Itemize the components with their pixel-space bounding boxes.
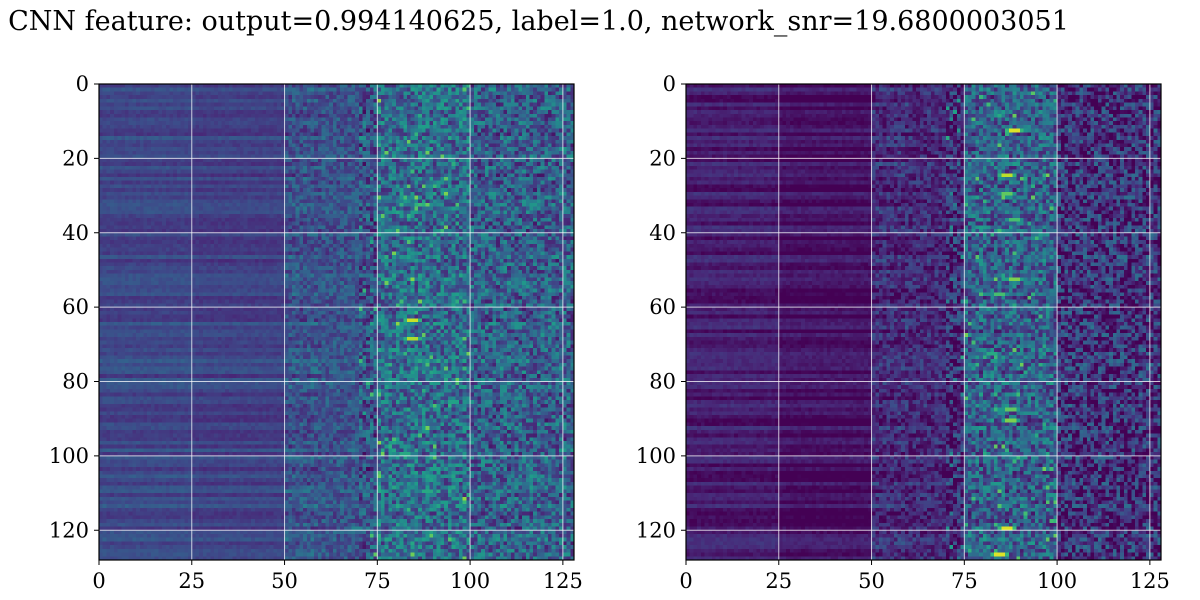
x-tick-label: 75 xyxy=(364,569,391,593)
x-tick-label: 50 xyxy=(858,569,885,593)
y-tick-label: 60 xyxy=(649,295,676,319)
y-tick-label: 0 xyxy=(76,72,89,96)
x-tick-label: 100 xyxy=(1037,569,1077,593)
figure-title: G CNN feature: output=0.994140625, label… xyxy=(0,6,1200,46)
x-tick-label: 125 xyxy=(543,569,583,593)
x-tick-label: 25 xyxy=(765,569,792,593)
heatmap-image xyxy=(99,84,574,560)
heatmap-panel-right: 0 25 50 75 100 125 0 20 40 60 80 100 120 xyxy=(636,72,1170,593)
x-tick-label: 0 xyxy=(92,569,105,593)
x-tick-label: 0 xyxy=(679,569,692,593)
y-tick-label: 20 xyxy=(649,146,676,170)
y-tick-label: 20 xyxy=(62,146,89,170)
x-tick-label: 50 xyxy=(271,569,298,593)
y-tick-label: 100 xyxy=(49,444,89,468)
axes-frame xyxy=(685,83,1162,561)
axes-frame xyxy=(98,83,575,561)
heatmap-panel-left: 0 25 50 75 100 125 0 20 40 60 80 100 120 xyxy=(49,72,583,593)
y-tick-label: 40 xyxy=(649,221,676,245)
x-tick-label: 25 xyxy=(178,569,205,593)
y-tick-label: 0 xyxy=(663,72,676,96)
y-tick-label: 80 xyxy=(649,370,676,394)
x-tick-label: 75 xyxy=(951,569,978,593)
x-tick-label: 125 xyxy=(1130,569,1170,593)
y-tick-label: 80 xyxy=(62,370,89,394)
figure-title-text: G CNN feature: output=0.994140625, label… xyxy=(0,6,1069,37)
y-tick-label: 100 xyxy=(636,444,676,468)
heatmap-image xyxy=(686,84,1161,560)
y-tick-label: 120 xyxy=(636,518,676,542)
y-tick-label: 40 xyxy=(62,221,89,245)
x-tick-label: 100 xyxy=(450,569,490,593)
y-tick-label: 120 xyxy=(49,518,89,542)
y-tick-label: 60 xyxy=(62,295,89,319)
